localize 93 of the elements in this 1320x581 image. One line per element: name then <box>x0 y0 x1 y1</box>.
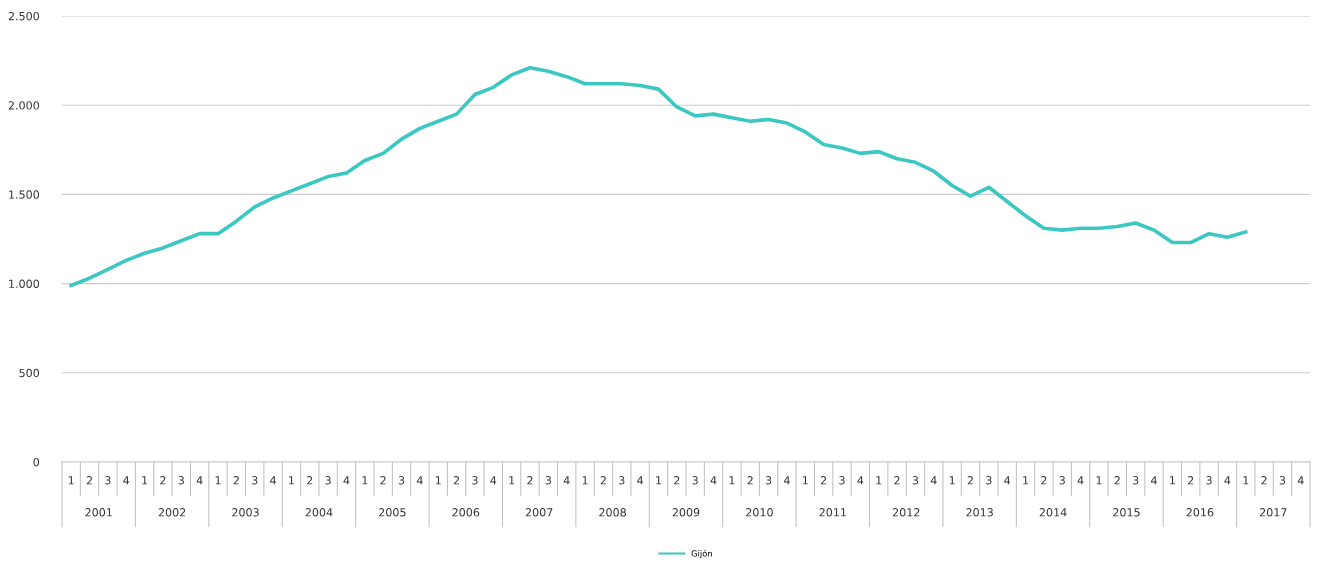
x-tick-label: 3 <box>252 476 258 485</box>
x-tick-label: 2 <box>967 476 973 485</box>
x-tick-label: 1 <box>142 476 148 485</box>
x-tick-label: 1 <box>656 476 661 485</box>
x-tick-label: 3 <box>1059 476 1065 485</box>
x-tick-label: 2 <box>674 476 680 485</box>
text: 2017 <box>1259 508 1287 517</box>
x-tick-label: 4 <box>1004 476 1011 485</box>
x-tick-label: 3 <box>472 476 478 485</box>
x-tick-label: 1 <box>949 476 955 485</box>
x-tick-label: 2 <box>86 476 92 485</box>
text: 2008 <box>599 508 626 517</box>
x-tick-label: 2 <box>380 476 386 485</box>
y-tick-label: 1.500 <box>9 190 40 199</box>
x-tick-label: 3 <box>178 476 184 485</box>
x-tick-label: 4 <box>196 476 203 485</box>
legend-label: Gijón <box>691 549 712 559</box>
x-tick-label: 2 <box>453 476 460 485</box>
x-tick-label: 1 <box>68 476 74 485</box>
text: 2004 <box>305 508 333 517</box>
x-tick-label: 1 <box>582 476 588 485</box>
x-tick-label: 3 <box>398 476 405 485</box>
x-tick-label: 1 <box>509 476 515 485</box>
x-tick-label: 2 <box>160 476 166 485</box>
x-tick-label: 1 <box>435 476 441 485</box>
x-tick-label: 1 <box>1096 476 1102 485</box>
x-tick-label: 1 <box>1170 476 1175 485</box>
x-tick-label: 3 <box>692 476 698 485</box>
text: 2007 <box>525 508 553 517</box>
text: 2015 <box>1113 508 1140 517</box>
text: 2013 <box>966 508 993 517</box>
x-tick-label: 4 <box>930 476 937 485</box>
x-tick-label: 1 <box>802 476 808 485</box>
x-tick-label: 4 <box>1151 476 1157 485</box>
x-tick-label: 3 <box>839 476 845 485</box>
text: 2012 <box>892 508 920 517</box>
x-tick-label: 3 <box>1132 476 1139 485</box>
x-tick-label: 4 <box>783 476 790 485</box>
x-tick-label: 4 <box>563 476 570 485</box>
text: 2009 <box>672 508 700 517</box>
x-tick-label: 2 <box>600 476 606 485</box>
x-tick-label: 4 <box>270 476 276 485</box>
text: 2016 <box>1186 508 1214 517</box>
x-tick-label: 2 <box>1041 476 1047 485</box>
x-tick-label: 1 <box>729 476 735 485</box>
x-tick-label: 4 <box>123 476 130 485</box>
text: 2010 <box>746 508 773 517</box>
text: 2001 <box>85 508 112 517</box>
x-tick-label: 4 <box>416 476 423 485</box>
x-tick-label: 1 <box>1023 476 1029 485</box>
y-tick-label: 2.000 <box>8 101 40 110</box>
x-tick-label: 3 <box>619 476 625 485</box>
text: 2002 <box>158 508 186 517</box>
x-tick-label: 2 <box>1261 476 1267 485</box>
x-tick-label: 2 <box>894 476 900 485</box>
x-tick-label: 4 <box>637 476 644 485</box>
x-tick-label: 4 <box>490 476 497 485</box>
x-tick-label: 1 <box>289 476 294 485</box>
x-tick-label: 4 <box>1077 476 1084 485</box>
x-tick-label: 4 <box>1297 476 1304 485</box>
y-tick-label: 2.500 <box>8 11 40 21</box>
y-tick-label: 0 <box>33 457 40 467</box>
x-tick-label: 3 <box>1206 476 1212 485</box>
x-tick-label: 2 <box>527 476 533 485</box>
x-tick-label: 2 <box>233 476 239 485</box>
x-tick-label: 4 <box>1224 476 1231 485</box>
text: 2014 <box>1039 508 1067 517</box>
x-tick-label: 3 <box>912 476 919 485</box>
line-series <box>69 65 1248 288</box>
x-tick-label: 2 <box>820 476 827 485</box>
x-tick-label: 1 <box>362 476 368 485</box>
x-tick-label: 2 <box>747 476 753 485</box>
x-tick-label: 4 <box>857 476 864 485</box>
x-tick-label: 1 <box>215 476 221 485</box>
x-tick-label: 3 <box>765 476 772 485</box>
x-tick-label: 4 <box>710 476 717 485</box>
x-tick-label: 1 <box>876 476 882 485</box>
x-tick-label: 2 <box>1114 476 1120 485</box>
x-tick-label: 3 <box>1279 476 1286 485</box>
x-tick-label: 1 <box>1243 476 1249 485</box>
x-tick-label: 2 <box>1187 476 1194 485</box>
x-tick-label: 3 <box>105 476 111 485</box>
x-tick-label: 3 <box>545 476 551 485</box>
text: 2006 <box>452 508 480 517</box>
x-tick-label: 3 <box>325 476 331 485</box>
text: 2011 <box>819 508 846 517</box>
text: 2003 <box>232 508 259 517</box>
x-tick-label: 4 <box>343 476 350 485</box>
text: 2005 <box>379 508 406 517</box>
y-tick-label: 1.000 <box>9 279 40 288</box>
y-tick-label: 500 <box>19 368 40 378</box>
x-tick-label: 2 <box>307 476 313 485</box>
x-tick-label: 3 <box>986 476 992 485</box>
